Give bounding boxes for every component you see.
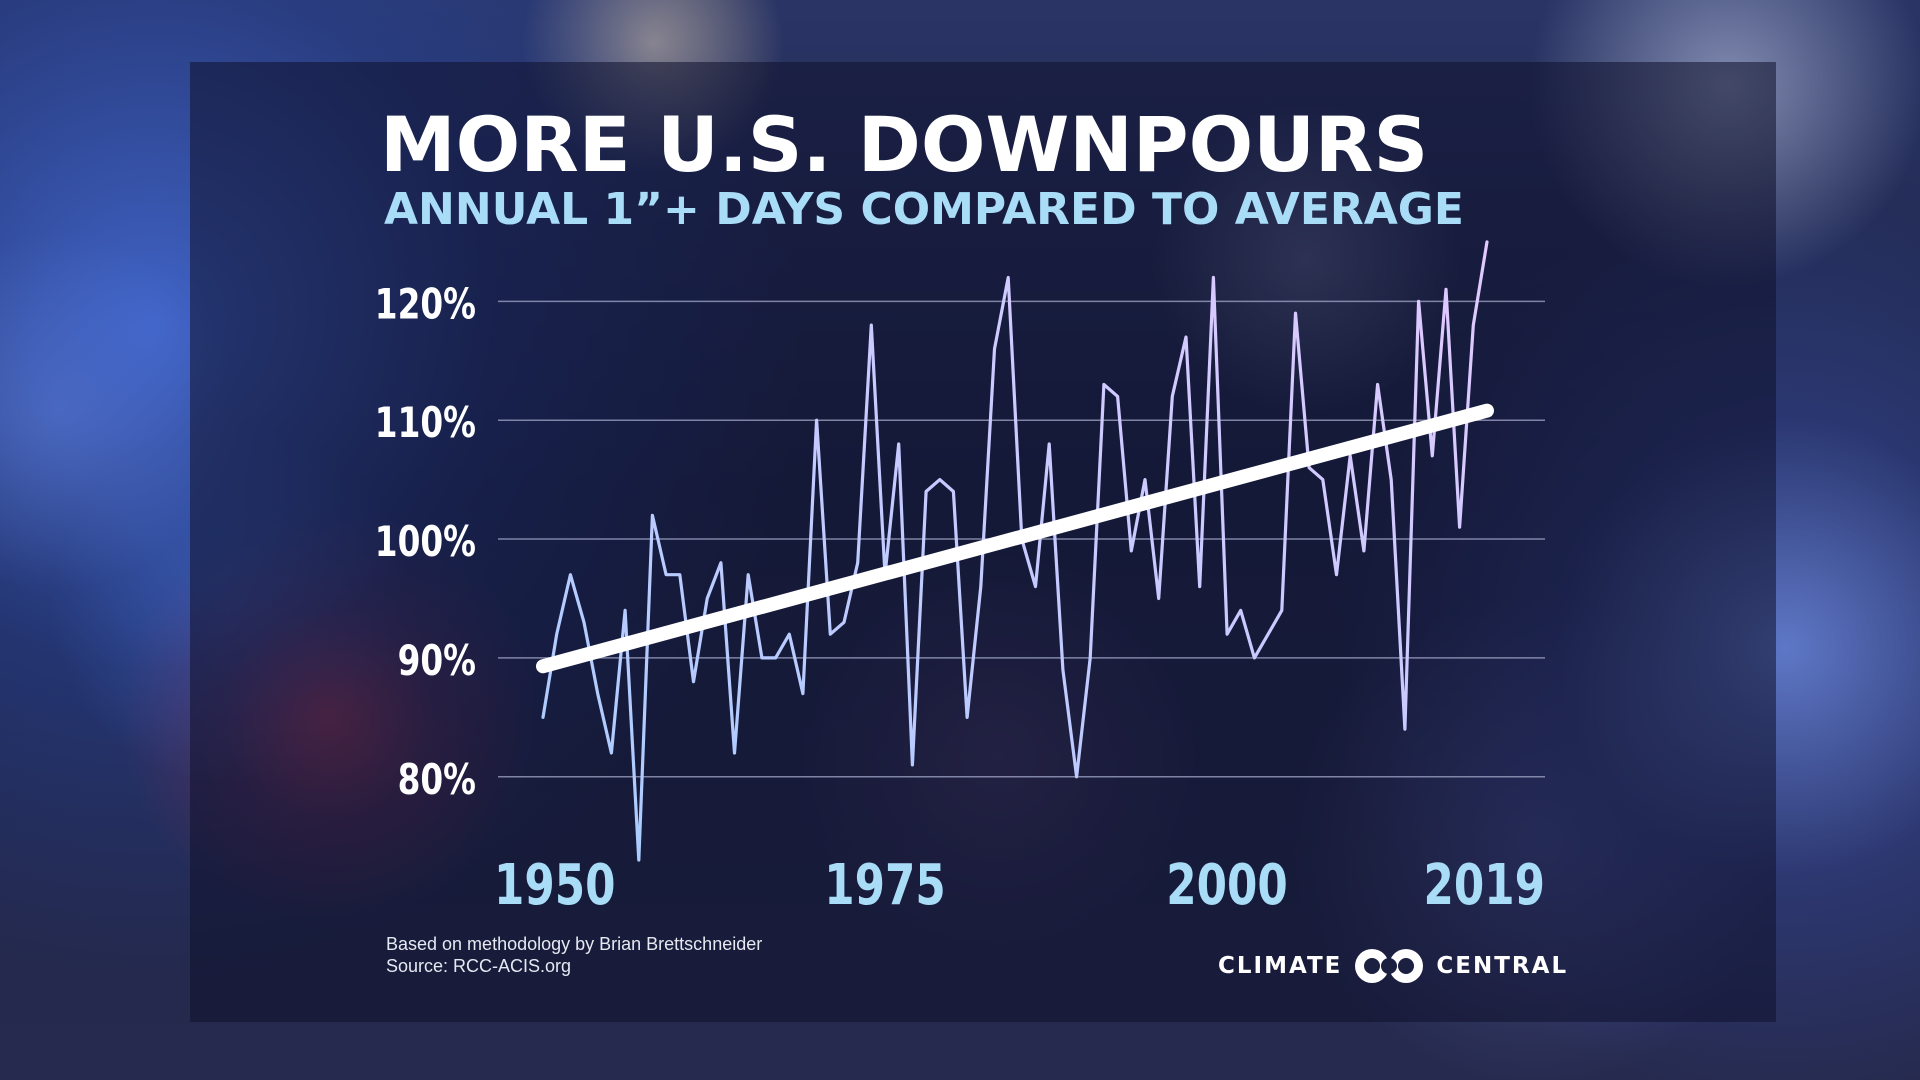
x-tick-label: 2000: [1166, 852, 1288, 918]
gridlines: [498, 300, 1545, 778]
series-line: [541, 240, 1489, 862]
linked-circles-icon: [1352, 946, 1426, 986]
y-tick-label: 110%: [375, 398, 476, 447]
y-tick-label: 120%: [375, 279, 476, 328]
y-tick-label: 80%: [398, 755, 476, 804]
series-group: [541, 240, 1489, 862]
y-axis-ticks: 80% 90% 100% 110% 120%: [375, 279, 476, 804]
chart-title: MORE U.S. DOWNPOURS: [380, 100, 1429, 189]
x-tick-label: 2019: [1423, 852, 1545, 918]
methodology-note: Based on methodology by Brian Brettschne…: [386, 934, 763, 954]
source-note: Source: RCC-ACIS.org: [386, 956, 572, 976]
x-tick-label: 1975: [824, 852, 946, 918]
y-tick-label: 100%: [375, 517, 476, 566]
footer-notes: Based on methodology by Brian Brettschne…: [386, 933, 762, 977]
x-axis-ticks: 1950 1975 2000 2019: [494, 852, 1545, 918]
logo-text-right: CENTRAL: [1436, 953, 1569, 979]
x-tick-label: 1950: [494, 852, 616, 918]
trend-line: [536, 403, 1494, 674]
climate-central-logo: CLIMATE CENTRAL: [1218, 946, 1568, 986]
y-tick-label: 90%: [398, 636, 476, 685]
logo-text-left: CLIMATE: [1218, 953, 1343, 979]
trend-group: [536, 403, 1494, 674]
chart-subtitle: ANNUAL 1”+ DAYS COMPARED TO AVERAGE: [384, 184, 1464, 235]
